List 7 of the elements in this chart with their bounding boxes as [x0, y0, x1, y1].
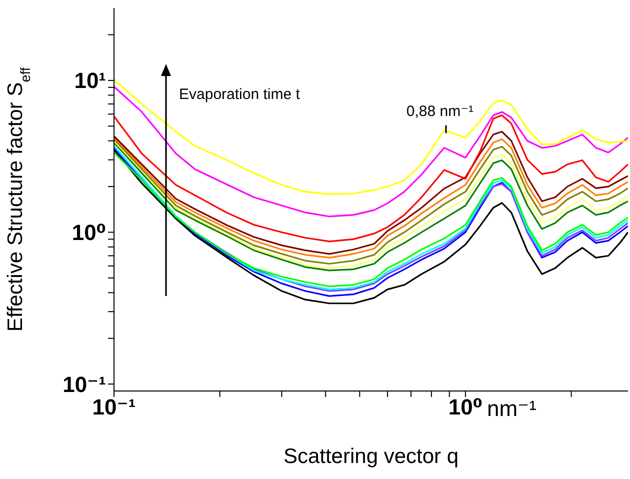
y-tick-label: 10⁻¹	[62, 372, 106, 397]
y-tick-label: 10⁰	[72, 220, 106, 246]
x-axis-title: Scattering vector q	[283, 445, 459, 468]
text: nm⁻¹	[487, 396, 536, 422]
annotation: 0,88 nm⁻¹	[406, 103, 474, 120]
annotation: Evaporation time t	[179, 86, 300, 103]
y-tick-label: 10¹	[74, 68, 106, 94]
